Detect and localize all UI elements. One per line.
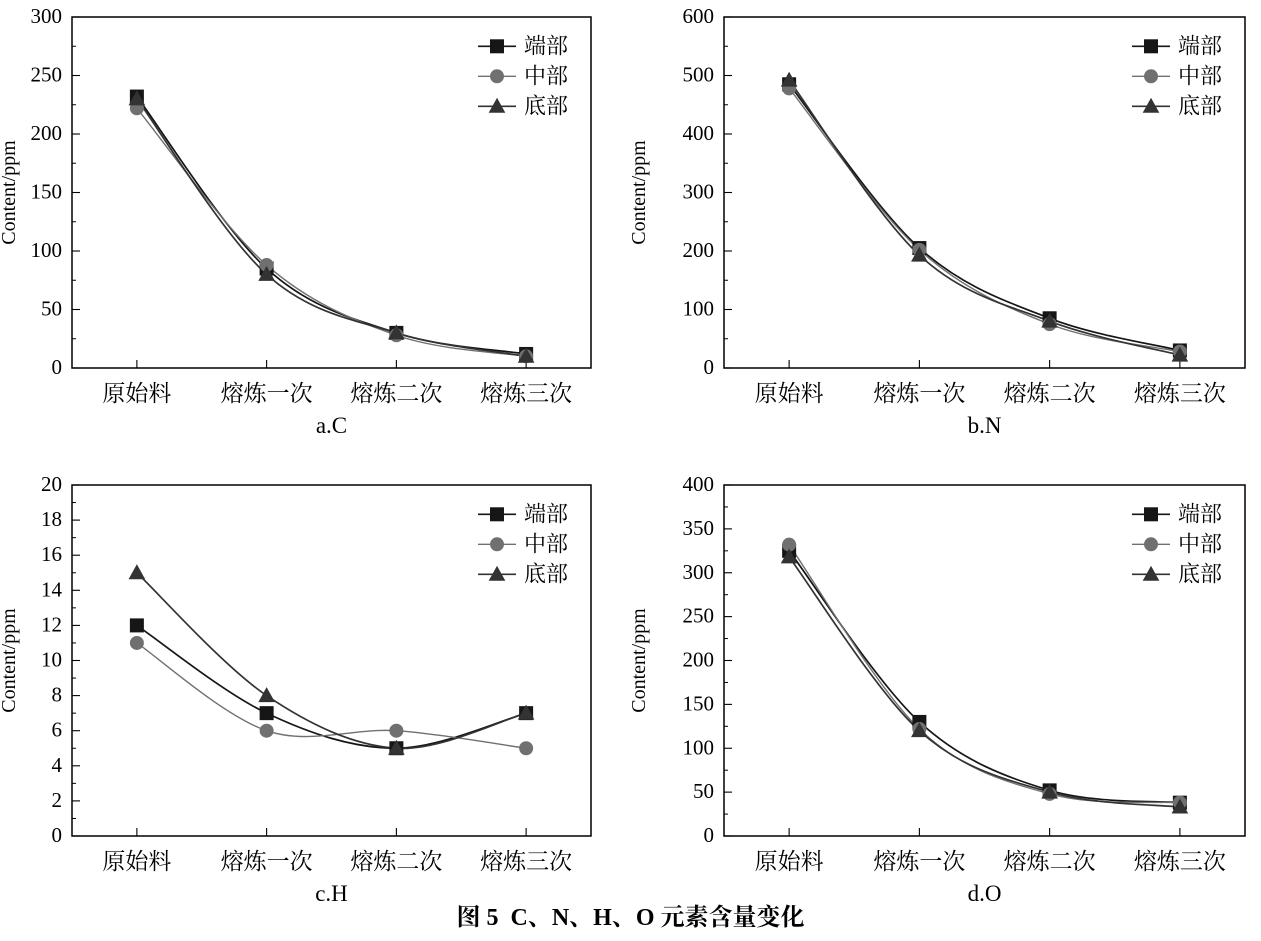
svg-text:端部: 端部 — [1178, 501, 1222, 526]
svg-text:14: 14 — [41, 577, 63, 601]
svg-text:熔炼二次: 熔炼二次 — [350, 849, 442, 874]
svg-text:熔炼一次: 熔炼一次 — [221, 381, 313, 406]
svg-text:熔炼一次: 熔炼一次 — [221, 849, 313, 874]
svg-text:200: 200 — [683, 238, 715, 262]
svg-text:熔炼三次: 熔炼三次 — [1134, 849, 1226, 874]
svg-text:b.N: b.N — [968, 413, 1002, 438]
svg-text:熔炼三次: 熔炼三次 — [1134, 381, 1226, 406]
svg-text:100: 100 — [31, 238, 63, 262]
svg-text:50: 50 — [41, 297, 62, 321]
svg-text:熔炼二次: 熔炼二次 — [350, 381, 442, 406]
svg-text:底部: 底部 — [524, 561, 568, 586]
svg-text:200: 200 — [683, 648, 715, 672]
svg-text:100: 100 — [683, 297, 715, 321]
svg-text:250: 250 — [683, 604, 715, 628]
svg-text:0: 0 — [704, 823, 715, 847]
svg-text:熔炼二次: 熔炼二次 — [1004, 381, 1096, 406]
svg-text:底部: 底部 — [1178, 93, 1222, 118]
svg-text:350: 350 — [683, 516, 715, 540]
svg-text:12: 12 — [41, 612, 62, 636]
svg-text:熔炼一次: 熔炼一次 — [873, 849, 965, 874]
svg-text:4: 4 — [52, 753, 63, 777]
svg-text:Content/ppm: Content/ppm — [0, 140, 20, 245]
svg-text:端部: 端部 — [524, 33, 568, 58]
svg-text:熔炼三次: 熔炼三次 — [480, 849, 572, 874]
svg-text:600: 600 — [683, 4, 715, 28]
svg-text:0: 0 — [52, 823, 63, 847]
svg-text:300: 300 — [31, 4, 63, 28]
svg-text:0: 0 — [52, 355, 63, 379]
svg-text:500: 500 — [683, 63, 715, 87]
svg-text:a.C: a.C — [316, 413, 347, 438]
svg-text:0: 0 — [704, 355, 715, 379]
svg-text:熔炼一次: 熔炼一次 — [873, 381, 965, 406]
svg-text:16: 16 — [41, 542, 62, 566]
svg-text:250: 250 — [31, 63, 63, 87]
svg-text:Content/ppm: Content/ppm — [0, 608, 20, 713]
svg-text:底部: 底部 — [1178, 561, 1222, 586]
svg-text:中部: 中部 — [1178, 531, 1222, 556]
svg-text:端部: 端部 — [1178, 33, 1222, 58]
svg-text:原始料: 原始料 — [102, 849, 171, 874]
svg-text:400: 400 — [683, 472, 715, 496]
svg-text:2: 2 — [52, 788, 63, 812]
svg-text:Content/ppm: Content/ppm — [630, 140, 650, 245]
svg-text:底部: 底部 — [524, 93, 568, 118]
svg-text:300: 300 — [683, 180, 715, 204]
svg-text:Content/ppm: Content/ppm — [630, 608, 650, 713]
svg-text:100: 100 — [683, 735, 715, 759]
svg-text:18: 18 — [41, 507, 62, 531]
svg-text:150: 150 — [31, 180, 63, 204]
svg-text:熔炼二次: 熔炼二次 — [1004, 849, 1096, 874]
svg-text:原始料: 原始料 — [755, 849, 824, 874]
svg-text:中部: 中部 — [524, 531, 568, 556]
svg-text:中部: 中部 — [1178, 63, 1222, 88]
svg-text:300: 300 — [683, 560, 715, 584]
svg-text:150: 150 — [683, 691, 715, 715]
svg-text:400: 400 — [683, 121, 715, 145]
svg-text:8: 8 — [52, 683, 63, 707]
svg-text:20: 20 — [41, 472, 62, 496]
svg-text:中部: 中部 — [524, 63, 568, 88]
svg-text:50: 50 — [693, 779, 714, 803]
svg-text:6: 6 — [52, 718, 63, 742]
svg-text:原始料: 原始料 — [102, 381, 171, 406]
svg-text:端部: 端部 — [524, 501, 568, 526]
svg-text:200: 200 — [31, 121, 63, 145]
svg-text:熔炼三次: 熔炼三次 — [480, 381, 572, 406]
svg-text:10: 10 — [41, 648, 62, 672]
svg-text:原始料: 原始料 — [755, 381, 824, 406]
